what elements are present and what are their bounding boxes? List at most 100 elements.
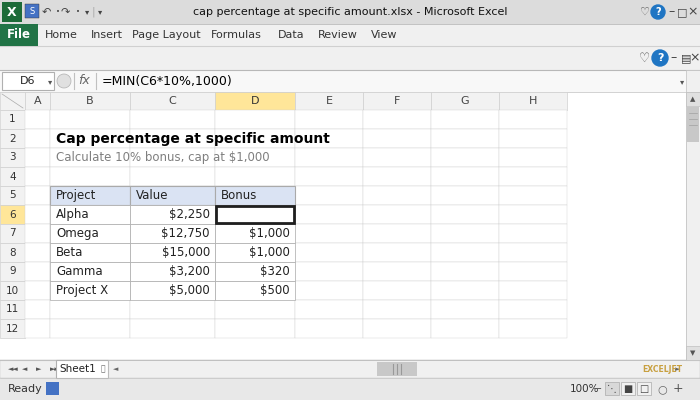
Bar	[637, 382, 651, 395]
Bar	[25, 281, 50, 300]
Circle shape	[652, 50, 668, 66]
Bar	[50, 224, 130, 243]
Bar	[215, 186, 295, 205]
Text: 10: 10	[6, 286, 19, 296]
Text: −: −	[594, 384, 603, 394]
Bar	[431, 92, 499, 110]
Bar	[0, 129, 25, 148]
Text: EXCELJET: EXCELJET	[642, 364, 682, 374]
Bar	[686, 92, 700, 106]
Text: ▤: ▤	[680, 53, 692, 63]
Bar	[0, 70, 700, 92]
Bar	[499, 110, 567, 129]
Bar	[499, 281, 567, 300]
Text: Omega: Omega	[56, 227, 99, 240]
Text: Value: Value	[136, 189, 169, 202]
Text: G: G	[461, 96, 469, 106]
Text: ◄◄: ◄◄	[8, 366, 19, 372]
Text: Review: Review	[318, 30, 358, 40]
Text: 100%: 100%	[570, 384, 599, 394]
Bar	[621, 382, 635, 395]
Bar	[686, 92, 700, 360]
Bar	[0, 92, 686, 360]
Bar	[499, 205, 567, 224]
Text: =MIN(C6*10%,1000): =MIN(C6*10%,1000)	[102, 74, 232, 88]
Text: Beta: Beta	[56, 246, 83, 259]
Bar	[499, 129, 567, 148]
Bar	[363, 319, 431, 338]
Text: File: File	[7, 28, 31, 42]
Bar	[50, 92, 130, 110]
Text: $12,750: $12,750	[162, 227, 210, 240]
Text: $5,000: $5,000	[169, 284, 210, 297]
Text: –: –	[669, 6, 675, 18]
Bar	[130, 224, 215, 243]
Bar	[431, 167, 499, 186]
Text: $320: $320	[260, 265, 290, 278]
Text: ►: ►	[676, 366, 680, 372]
Bar	[0, 0, 700, 24]
Text: Data: Data	[278, 30, 304, 40]
Circle shape	[651, 5, 665, 19]
Bar	[25, 205, 50, 224]
Text: ?: ?	[657, 53, 664, 63]
Bar	[25, 300, 50, 319]
Bar	[215, 129, 295, 148]
Text: Calculate 10% bonus, cap at $1,000: Calculate 10% bonus, cap at $1,000	[56, 151, 270, 164]
Bar	[130, 186, 215, 205]
Text: ↷: ↷	[60, 7, 70, 17]
Bar	[130, 262, 215, 281]
Text: B: B	[86, 96, 94, 106]
Bar	[216, 206, 294, 223]
Bar	[363, 300, 431, 319]
Bar	[130, 205, 215, 224]
Text: •: •	[56, 9, 60, 15]
Bar	[50, 205, 130, 224]
Bar	[215, 110, 295, 129]
Text: 3: 3	[9, 152, 16, 162]
Bar	[431, 110, 499, 129]
Bar	[50, 186, 130, 205]
Bar	[431, 129, 499, 148]
Bar	[0, 378, 700, 400]
Bar	[363, 281, 431, 300]
Bar	[25, 186, 50, 205]
Text: ◄: ◄	[113, 366, 119, 372]
Bar	[295, 281, 363, 300]
Text: Formulas: Formulas	[211, 30, 261, 40]
Bar	[46, 382, 59, 395]
Bar	[50, 281, 130, 300]
Bar	[686, 70, 700, 92]
Text: D6: D6	[20, 76, 36, 86]
Bar	[130, 186, 215, 205]
Text: Alpha: Alpha	[56, 208, 90, 221]
Text: Project X: Project X	[56, 284, 108, 297]
Bar	[50, 110, 130, 129]
Text: $2,250: $2,250	[169, 208, 210, 221]
Text: Bonus: Bonus	[221, 189, 258, 202]
Text: –: –	[671, 52, 677, 64]
Text: Home: Home	[45, 30, 78, 40]
Bar	[0, 360, 700, 378]
Bar	[0, 262, 25, 281]
Bar	[215, 148, 295, 167]
Bar	[50, 262, 130, 281]
Bar	[295, 110, 363, 129]
Text: $15,000: $15,000	[162, 246, 210, 259]
Bar	[605, 382, 619, 395]
Text: A: A	[34, 96, 41, 106]
Bar	[295, 167, 363, 186]
Bar	[295, 300, 363, 319]
Bar	[130, 262, 215, 281]
Bar	[0, 167, 25, 186]
Text: fx: fx	[78, 74, 90, 88]
Bar	[215, 262, 295, 281]
Text: 5: 5	[9, 190, 16, 200]
Bar	[130, 110, 215, 129]
Bar	[0, 110, 25, 129]
Text: $1,000: $1,000	[249, 246, 290, 259]
Bar	[215, 224, 295, 243]
Bar	[0, 243, 25, 262]
Bar	[431, 186, 499, 205]
Text: ♡: ♡	[639, 52, 650, 64]
